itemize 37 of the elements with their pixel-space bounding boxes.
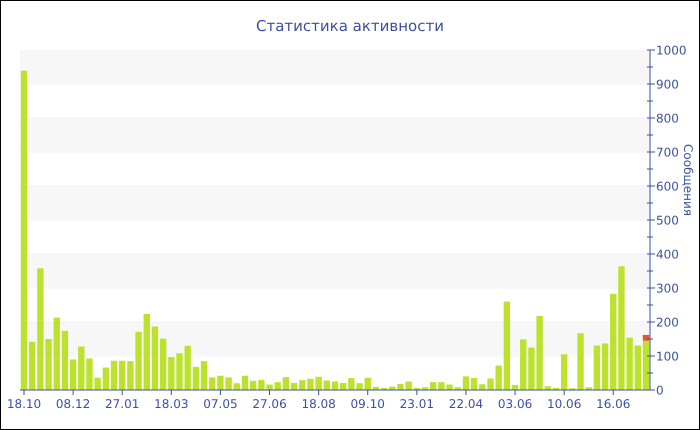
y-tick-label: 900 xyxy=(656,78,679,92)
x-tick-label: 22.04 xyxy=(448,397,484,411)
bar xyxy=(20,70,28,390)
bar xyxy=(642,340,650,390)
y-tick-label: 600 xyxy=(656,180,679,194)
x-tick-label: 16.06 xyxy=(596,397,630,411)
x-tick-label: 03.06 xyxy=(498,397,532,411)
y-tick-label: 1000 xyxy=(656,44,687,58)
bar xyxy=(152,326,158,390)
y-tick-label: 500 xyxy=(656,214,679,228)
x-tick-label: 27.06 xyxy=(252,397,287,411)
x-tick-label: 08.12 xyxy=(56,397,90,411)
x-tick-label: 23.01 xyxy=(400,397,434,411)
bar xyxy=(176,353,183,390)
x-tick-label: 27.01 xyxy=(105,397,140,411)
bar xyxy=(356,383,363,390)
x-tick-label: 10.06 xyxy=(546,397,582,411)
x-tick-label: 09.10 xyxy=(350,397,385,411)
y-axis-title: Сообщения xyxy=(681,144,695,216)
y-tick-label: 100 xyxy=(656,350,679,364)
x-tick-label: 18.08 xyxy=(301,397,336,411)
bar xyxy=(577,333,584,390)
bar xyxy=(110,360,118,390)
bar xyxy=(86,358,93,390)
x-tick-label: 18.10 xyxy=(6,397,42,411)
y-tick-label: 700 xyxy=(656,146,679,160)
chart-title: Статистика активности xyxy=(256,17,444,35)
y-tick-label: 200 xyxy=(656,316,679,330)
y-tick-label: 800 xyxy=(656,112,679,126)
y-tick-label: 400 xyxy=(656,248,679,262)
bar xyxy=(242,376,248,390)
x-tick-label: 18.03 xyxy=(154,397,188,411)
bar xyxy=(462,376,470,390)
bar xyxy=(200,361,208,390)
y-tick-label: 300 xyxy=(656,282,679,296)
y-tick-label: 0 xyxy=(656,384,664,398)
x-tick-label: 07.05 xyxy=(203,397,238,411)
